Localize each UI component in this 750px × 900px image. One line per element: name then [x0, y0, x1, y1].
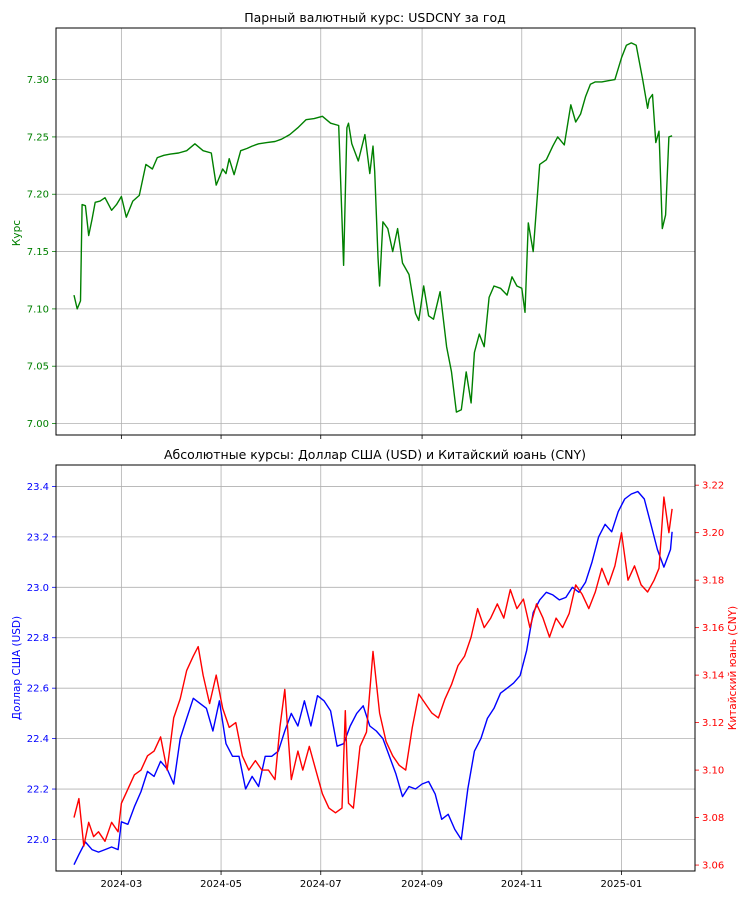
chart2-xtick-label: 2024-03 — [100, 879, 142, 890]
chart-usdcny: Парный валютный курс: USDCNY за год Курс… — [11, 10, 696, 439]
chart1-ytick-label: 7.10 — [27, 304, 49, 315]
chart2-left-ytick-label: 22.6 — [27, 684, 49, 695]
usd-line — [73, 490, 673, 866]
chart2-left-ytick-label: 23.0 — [27, 583, 49, 594]
chart2-plot-area — [73, 490, 673, 866]
chart1-x-ticks — [120, 435, 622, 439]
chart2-xtick-label: 2024-09 — [401, 879, 443, 890]
chart2-right-ytick-label: 3.12 — [702, 718, 724, 729]
chart2-left-ytick-label: 23.4 — [27, 482, 49, 493]
chart2-right-ytick-label: 3.16 — [702, 623, 724, 634]
chart2-right-ytick-label: 3.06 — [702, 861, 724, 872]
chart2-y-ticks-right: 3.06 3.08 3.10 3.12 3.14 3.16 3.18 3.20 3.22 — [695, 481, 724, 872]
chart1-ytick-label: 7.15 — [27, 247, 49, 258]
chart1-title: Парный валютный курс: USDCNY за год — [244, 10, 506, 25]
usdcny-line — [73, 42, 673, 413]
chart1-ytick-label: 7.30 — [27, 75, 49, 86]
chart2-right-ytick-label: 3.14 — [702, 671, 724, 682]
chart2-y-ticks-left: 22.0 22.2 22.4 22.6 22.8 23.0 23.2 23.4 — [27, 482, 56, 846]
chart2-xtick-label: 2024-11 — [501, 879, 543, 890]
chart2-right-ytick-label: 3.22 — [702, 481, 724, 492]
chart1-frame — [55, 27, 696, 436]
chart2-left-ytick-label: 23.2 — [27, 532, 49, 543]
chart2-grid — [56, 465, 695, 871]
cny-line — [73, 496, 673, 847]
chart2-xtick-label: 2025-01 — [601, 879, 643, 890]
chart2-right-ytick-label: 3.18 — [702, 576, 724, 587]
chart-usd-cny-absolute: Абсолютные курсы: Доллар США (USD) и Кит… — [11, 447, 739, 890]
chart1-plot-area — [73, 42, 673, 413]
chart2-x-ticks: 2024-03 2024-05 2024-07 2024-09 2024-11 2025-… — [100, 871, 642, 890]
chart2-right-ytick-label: 3.10 — [702, 766, 724, 777]
chart2-left-ytick-label: 22.0 — [27, 835, 49, 846]
chart2-frame — [55, 464, 696, 872]
chart1-ytick-label: 7.25 — [27, 132, 49, 143]
chart2-left-ytick-label: 22.2 — [27, 785, 49, 796]
chart2-ylabel-left: Доллар США (USD) — [11, 616, 23, 720]
chart2-xtick-label: 2024-05 — [200, 879, 242, 890]
chart2-title: Абсолютные курсы: Доллар США (USD) и Кит… — [164, 447, 586, 462]
chart2-right-ytick-label: 3.08 — [702, 813, 724, 824]
chart1-grid — [56, 28, 695, 435]
chart1-ylabel: Курс — [11, 220, 23, 246]
chart2-right-ytick-label: 3.20 — [702, 528, 724, 539]
chart1-ytick-label: 7.05 — [27, 362, 49, 373]
chart2-ylabel-right: Китайский юань (CNY) — [727, 606, 739, 730]
chart1-ytick-label: 7.00 — [27, 419, 49, 430]
chart2-left-ytick-label: 22.4 — [27, 734, 49, 745]
chart2-left-ytick-label: 22.8 — [27, 633, 49, 644]
chart2-xtick-label: 2024-07 — [300, 879, 342, 890]
chart1-y-ticks: 7.00 7.05 7.10 7.15 7.20 7.25 7.30 — [27, 75, 56, 430]
chart1-ytick-label: 7.20 — [27, 190, 49, 201]
